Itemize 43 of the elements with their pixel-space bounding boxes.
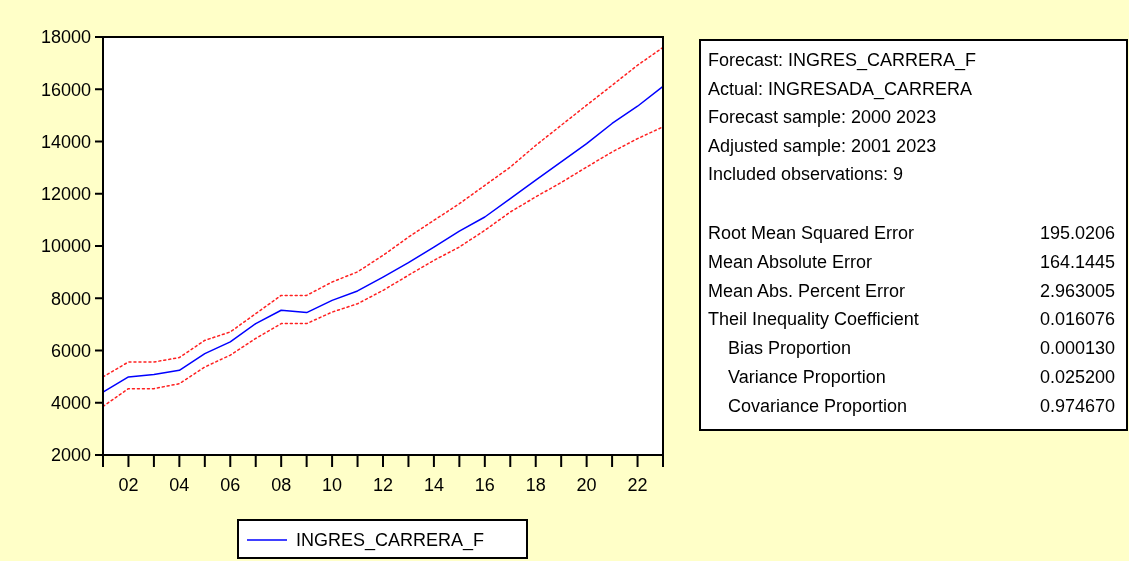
category-label: Bias Proportion (708, 338, 852, 359)
x-tick-label: 06 (220, 475, 241, 495)
y-tick-label: 12000 (40, 184, 91, 205)
text: Adjusted sample: 2001 2023 (708, 135, 937, 156)
text: 195.0206 (1039, 223, 1115, 244)
x-tick-label: 12 (372, 475, 394, 495)
y-tick-label: 18000 (40, 27, 91, 48)
text: 2.963005 (1039, 280, 1115, 301)
category-label: Mean Absolute Error (708, 252, 873, 272)
y-tick-label: 6000 (50, 340, 91, 361)
text: 0.025200 (1039, 366, 1115, 387)
y-tick-label: 2000 (50, 445, 91, 466)
x-tick-label: 08 (271, 475, 292, 495)
x-tick-label: 02 (118, 475, 139, 495)
line-series (102, 126, 664, 408)
text: 0.000130 (1039, 338, 1115, 359)
line-series (102, 85, 664, 393)
y-tick-label: 16000 (40, 79, 91, 100)
y-tick-label: 14000 (40, 131, 91, 152)
x-tick-label: 10 (322, 475, 343, 495)
text: 0.974670 (1039, 395, 1115, 416)
text: Actual: INGRESADA_CARRERA (708, 78, 973, 100)
line-series (102, 46, 664, 378)
text: Included observations: 9 (708, 164, 904, 185)
y-tick-label: 4000 (50, 393, 91, 414)
x-tick-label: 16 (474, 475, 495, 495)
text: 0.016076 (1039, 309, 1115, 330)
legend-label: INGRES_CARRERA_F (296, 530, 485, 552)
category-label: Variance Proportion (708, 366, 886, 387)
category-label: Mean Abs. Percent Error (708, 280, 906, 301)
y-tick-label: 10000 (40, 236, 91, 257)
text: 164.1445 (1039, 252, 1115, 272)
text: Forecast sample: 2000 2023 (708, 107, 937, 128)
y-tick-label: 8000 (50, 288, 91, 309)
x-tick-label: 04 (169, 475, 190, 495)
x-tick-label: 22 (627, 475, 648, 495)
category-label: Theil Inequality Coefficient (708, 309, 919, 330)
x-tick-label: 18 (525, 475, 546, 495)
x-tick-label: 20 (576, 475, 597, 495)
text: Forecast: INGRES_CARRERA_F (708, 50, 977, 72)
x-tick-label: 14 (423, 475, 444, 495)
category-label: Covariance Proportion (708, 395, 908, 416)
category-label: Root Mean Squared Error (708, 223, 915, 244)
